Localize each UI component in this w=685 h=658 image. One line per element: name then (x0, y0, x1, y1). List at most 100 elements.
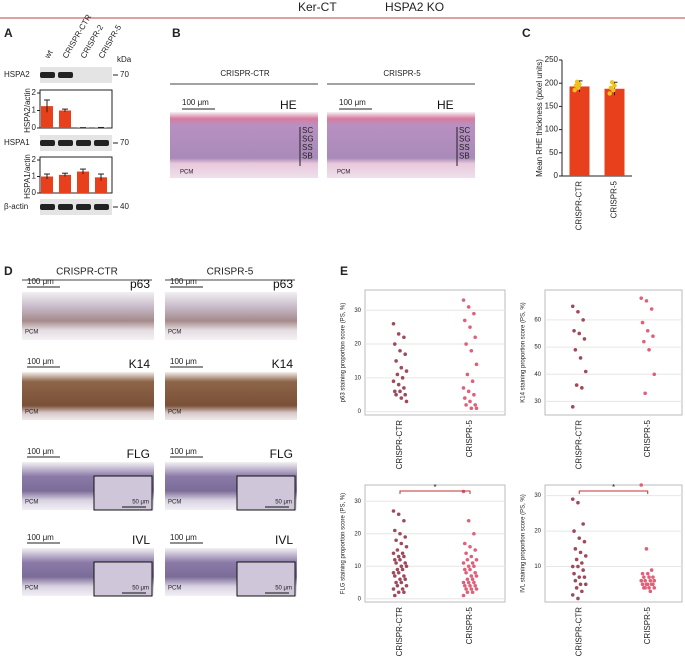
data-point (472, 392, 476, 397)
data-point (402, 518, 406, 523)
y-tick-label: 1 (32, 172, 37, 181)
data-point (473, 335, 478, 340)
data-point (577, 81, 582, 87)
data-point (576, 500, 580, 505)
data-point (648, 589, 653, 594)
data-point (647, 575, 651, 579)
data-point (570, 497, 575, 501)
data-point (403, 535, 408, 539)
stain-label: HE (280, 98, 297, 112)
data-point (642, 339, 646, 344)
data-point (474, 406, 479, 411)
data-point (649, 568, 654, 572)
data-point (472, 531, 476, 536)
scale-label: 100 μm (27, 357, 54, 366)
data-point (393, 574, 397, 578)
blot-row-name: HSPA1 (4, 138, 30, 147)
y-tick-label: 250 (545, 55, 559, 64)
ihc-image (165, 292, 297, 340)
data-point (468, 544, 472, 549)
data-point (640, 320, 645, 325)
blot-band (58, 204, 73, 210)
data-point (577, 575, 582, 579)
data-point (394, 392, 398, 397)
x-tick-label: CRISPR-CTR (395, 607, 404, 657)
data-point (607, 91, 612, 96)
data-point (399, 541, 404, 546)
data-point (393, 557, 397, 562)
data-point (652, 578, 657, 583)
inset-image (93, 561, 153, 597)
plot-frame (544, 289, 683, 416)
pcm-label: PCM (25, 330, 38, 336)
inset-scale-label: 50 μm (132, 500, 149, 506)
data-point (570, 405, 575, 409)
x-tick-label: CRISPR-5 (643, 606, 652, 644)
pcm-label: PCM (180, 170, 193, 176)
data-point (647, 347, 651, 352)
plot-frame (364, 289, 506, 416)
data-point (393, 593, 397, 598)
data-point (574, 557, 579, 562)
layer-label: SG (459, 135, 471, 144)
data-point (403, 352, 408, 356)
data-point (474, 557, 479, 562)
data-point (391, 570, 396, 575)
blot-band (94, 204, 109, 210)
y-tick-label: 30 (354, 308, 361, 314)
chart-box (39, 156, 113, 194)
pcm-label: PCM (168, 330, 181, 336)
plot-frame (364, 484, 506, 603)
data-point (404, 583, 409, 588)
inset-image (236, 475, 296, 511)
data-point (398, 389, 402, 394)
data-point (469, 554, 474, 559)
data-point (396, 512, 401, 517)
data-point (652, 372, 657, 377)
pcm-label: PCM (25, 410, 38, 416)
scale-label: 100 μm (170, 277, 197, 286)
ihc-image (22, 372, 154, 420)
data-point (463, 541, 467, 546)
data-point (393, 389, 397, 394)
x-tick-label: CRISPR-CTR (574, 607, 583, 657)
data-point (582, 539, 587, 544)
data-point (464, 342, 468, 346)
panel-label: C (522, 26, 531, 40)
data-point (466, 564, 471, 569)
chart-box (39, 89, 113, 129)
data-point (473, 583, 478, 588)
inset-image (93, 475, 153, 511)
data-point (473, 570, 478, 575)
pcm-label: PCM (25, 500, 38, 506)
y-axis-label: FLG staining proportion score (PS, %) (341, 493, 347, 594)
ihc-image (165, 372, 297, 420)
y-tick-label: 200 (545, 78, 559, 87)
y-axis-label: HSPA1/actin (23, 154, 32, 199)
column-label: CRISPR-CTR (56, 267, 118, 278)
y-tick-label: 20 (534, 529, 541, 535)
y-tick-label: 20 (354, 342, 361, 348)
data-point (469, 406, 474, 411)
y-tick-label: 0 (358, 409, 362, 415)
data-point (469, 587, 474, 591)
blot-band (94, 140, 109, 146)
blot-strip (40, 67, 112, 83)
data-point (576, 596, 580, 601)
blot-band (40, 140, 55, 146)
data-point (395, 548, 400, 552)
data-point (463, 318, 467, 323)
data-point (400, 376, 405, 380)
data-point (570, 593, 575, 597)
he-image (327, 112, 475, 178)
data-point (474, 362, 479, 367)
data-point (391, 587, 396, 591)
inset-scale-label: 50 μm (275, 500, 292, 506)
blot-band (58, 140, 73, 146)
data-point (651, 582, 655, 587)
data-point (472, 580, 476, 585)
data-point (652, 586, 657, 590)
data-point (645, 571, 650, 576)
data-point (461, 561, 466, 565)
data-point (402, 335, 406, 340)
